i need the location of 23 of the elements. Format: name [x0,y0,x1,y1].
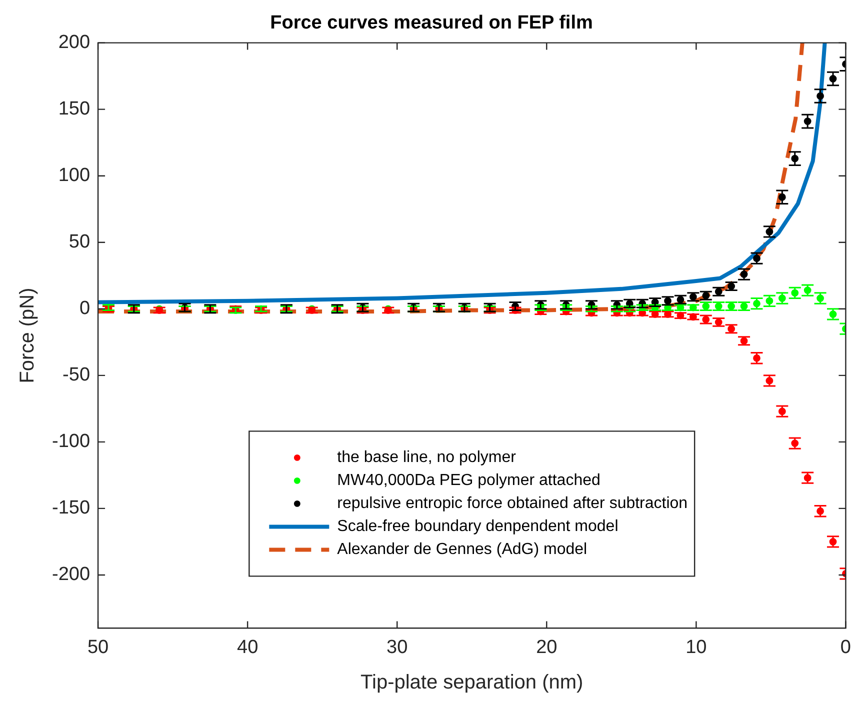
legend-label: Scale-free boundary denpendent model [337,518,618,536]
legend-label: Alexander de Gennes (AdG) model [337,541,588,558]
x-tick-label: 50 [87,636,109,658]
x-tick-label: 10 [686,636,707,658]
x-axis-title: Tip-plate separation (nm) [360,672,584,694]
x-tick-label: 40 [236,636,258,658]
chart-title: Force curves measured on FEP film [270,12,593,34]
y-tick-label: 0 [79,298,90,320]
legend-label: repulsive entropic force obtained after subtraction [337,495,688,512]
y-tick-label: 200 [58,32,90,54]
y-tick-label: -200 [52,564,90,586]
x-tick-label: 20 [536,636,558,658]
y-tick-label: 100 [58,165,90,186]
y-tick-label: 50 [68,232,90,253]
x-tick-label: 0 [840,636,852,658]
y-tick-label: -50 [62,364,90,386]
legend-label: the base line, no polymer [337,449,517,466]
y-tick-label: -100 [52,431,90,452]
x-tick-label: 30 [386,636,408,658]
y-tick-label: 150 [58,98,90,120]
y-axis-title: Force (pN) [16,288,39,384]
y-tick-label: -150 [52,498,90,519]
legend-label: MW40,000Da PEG polymer attached [337,472,600,490]
